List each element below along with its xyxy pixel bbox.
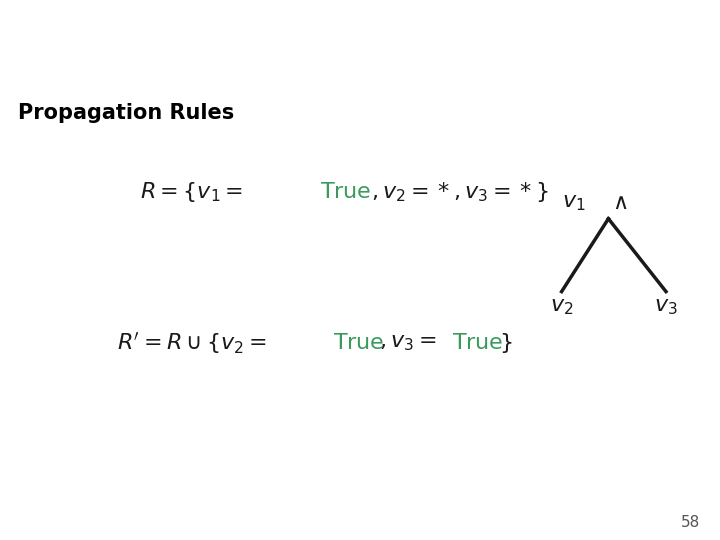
Text: $R^{\prime} = R \cup \{v_2 = $: $R^{\prime} = R \cup \{v_2 = $ <box>117 330 267 356</box>
Text: Stålmarck’s method: Stålmarck’s method <box>18 23 380 57</box>
Text: $v_1$: $v_1$ <box>562 193 585 213</box>
Text: $\mathrm{True}$: $\mathrm{True}$ <box>320 181 372 202</box>
Text: $\}$: $\}$ <box>499 331 513 355</box>
Text: $R = \{v_1 = $: $R = \{v_1 = $ <box>140 180 243 204</box>
Text: $v_3$: $v_3$ <box>654 297 678 317</box>
Text: $v_2$: $v_2$ <box>550 297 573 317</box>
Text: $\wedge$: $\wedge$ <box>612 193 627 213</box>
Text: $\mathrm{True}$: $\mathrm{True}$ <box>452 333 503 353</box>
Text: $\mathrm{True}$: $\mathrm{True}$ <box>333 333 384 353</box>
Text: 58: 58 <box>680 515 700 530</box>
Text: Propagation Rules: Propagation Rules <box>18 103 234 123</box>
Text: $, v_3 = $: $, v_3 = $ <box>379 333 437 353</box>
Text: $, v_2 = *, v_3 = *\}$: $, v_2 = *, v_3 = *\}$ <box>371 180 549 204</box>
